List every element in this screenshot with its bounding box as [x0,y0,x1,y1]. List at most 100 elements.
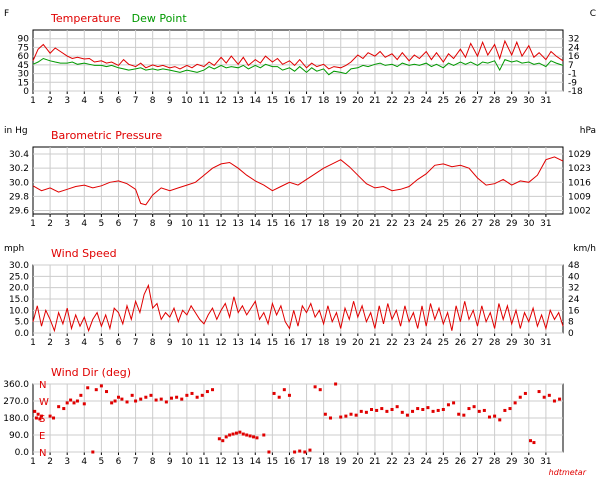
x-tick-label: 31 [540,338,551,348]
x-tick-label: 6 [116,219,122,229]
dir-point [370,408,374,411]
dir-point [238,430,242,434]
x-tick-label: 17 [301,338,312,348]
chart-title-part: Barometric Pressure [51,129,162,142]
y-tick-label: 29.8 [9,192,29,202]
dir-point [154,398,158,402]
dir-point [224,435,228,439]
x-tick-label: 8 [150,338,156,348]
y-tick-label: 30.0 [9,261,29,271]
x-tick-label: 19 [335,457,347,467]
x-tick-label: 25 [438,96,449,106]
x-tick-label: 19 [335,219,347,229]
x-tick-label: 19 [335,96,347,106]
y-tick-label: 30.0 [9,178,29,188]
x-tick-label: 29 [506,96,518,106]
x-tick-label: 7 [133,457,139,467]
x-tick-label: 1 [30,457,36,467]
x-tick-label: 12 [215,96,226,106]
x-tick-label: 25 [438,457,449,467]
x-tick-label: 4 [81,338,87,348]
temperature-chart: 1 2 3 4 5 6 7 8 9 10 11 12 13 14 15 16 17 18 19 20 21 22 23 24 2… [4,9,596,106]
dir-point [234,431,238,435]
dir-point [518,395,522,399]
x-tick-label: 26 [455,457,467,467]
x-tick-label: 20 [352,96,364,106]
x-tick-label: 28 [489,457,501,467]
x-tick-label: 13 [232,457,243,467]
x-tick-label: 28 [489,338,501,348]
x-tick-label: 26 [455,219,467,229]
x-tick-label: 24 [420,96,432,106]
right-tick-label: 0 [568,329,574,339]
x-tick-label: 17 [301,219,312,229]
x-tick-label: 21 [369,219,380,229]
dir-point [390,408,394,411]
x-tick-label: 14 [250,96,262,106]
x-tick-label: 15 [267,457,278,467]
x-tick-label: 31 [540,219,551,229]
x-tick-label: 23 [403,219,414,229]
x-tick-label: 3 [64,457,70,467]
dir-point [462,413,466,417]
x-tick-label: 8 [150,457,156,467]
x-tick-label: 18 [318,219,330,229]
dir-point [185,393,189,397]
dir-point [120,397,124,401]
x-tick-label: 14 [250,457,262,467]
x-tick-label: 17 [301,96,312,106]
x-tick-label: 8 [150,96,156,106]
right-tick-label: 1016 [568,178,591,188]
x-tick-label: 10 [181,96,193,106]
dir-point [431,409,435,413]
x-tick-label: 9 [167,96,173,106]
x-tick-label: 22 [386,219,397,229]
dir-point [467,407,471,411]
x-tick-label: 4 [81,457,87,467]
dir-point [241,432,245,436]
y-tick-label: 60 [18,52,30,62]
right-tick-label: 32 [568,35,579,45]
left-unit-label: mph [4,244,24,254]
x-tick-label: 21 [369,96,380,106]
x-tick-label: 29 [506,338,518,348]
x-tick-label: 2 [47,338,53,348]
y-tick-label: 75 [18,43,29,53]
dir-point [482,408,486,412]
x-tick-label: 27 [472,219,483,229]
dir-point [86,386,90,390]
x-tick-label: 27 [472,96,483,106]
footer-credit: hdtmetar [549,468,587,477]
chart-title-part: Wind Dir (deg) [51,366,131,379]
dir-point [36,412,40,416]
dir-point [130,393,134,397]
x-tick-label: 27 [472,338,483,348]
left-unit-label: in Hg [4,126,28,136]
dir-point [75,399,79,403]
dir-point [436,408,440,412]
dir-point [313,385,317,389]
x-tick-label: 29 [506,219,518,229]
y-tick-label: 0.0 [15,448,30,458]
x-tick-label: 23 [403,96,414,106]
x-tick-label: 3 [64,338,70,348]
y-tick-label: 25.0 [9,272,29,282]
dir-point [395,405,399,409]
x-tick-label: 1 [30,96,36,106]
wind-series-line [32,283,564,333]
compass-label: S [39,414,45,425]
right-tick-label: 1009 [568,192,591,202]
dir-point [228,433,232,437]
dir-point [457,412,461,416]
right-tick-label: -9 [568,78,577,88]
dir-point [94,388,98,392]
y-tick-label: 360.0 [3,380,29,390]
x-tick-label: 11 [198,96,209,106]
x-tick-label: 6 [116,96,122,106]
x-tick-label: 15 [267,338,278,348]
y-tick-label: 29.6 [9,206,29,216]
right-tick-label: 16 [568,52,580,62]
dir-point [144,395,148,399]
dir-point [116,395,120,399]
x-tick-label: 13 [232,96,243,106]
